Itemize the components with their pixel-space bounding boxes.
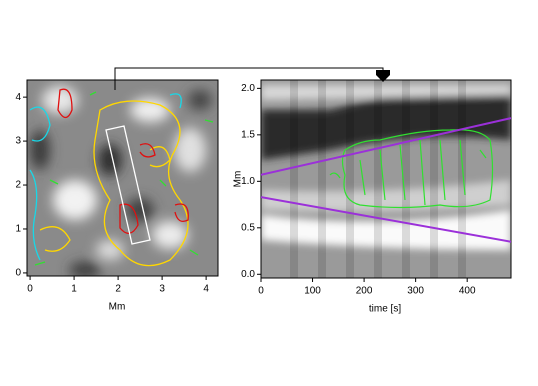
x-tick-label: 200 — [356, 286, 373, 297]
y-axis-label: Mm — [233, 171, 244, 188]
right-frame — [260, 79, 512, 279]
y-tick-label: 0.5 — [241, 222, 255, 233]
y-tick-label: 1 — [15, 224, 21, 235]
x-tick-label: 400 — [459, 286, 476, 297]
x-tick-label: 0 — [27, 284, 33, 295]
left-frame — [26, 79, 219, 277]
x-tick-label: 2 — [115, 284, 121, 295]
left-image — [27, 80, 218, 276]
y-tick-label: 2 — [15, 180, 21, 191]
y-tick-label: 1.5 — [241, 129, 255, 140]
y-tick-label: 0.0 — [241, 269, 255, 280]
right-image — [261, 80, 511, 278]
x-axis-label: Mm — [109, 302, 126, 313]
x-axis-label: time [s] — [369, 304, 401, 315]
x-tick-label: 4 — [203, 284, 209, 295]
y-tick-label: 1.0 — [241, 176, 255, 187]
arrow — [376, 70, 390, 82]
y-tick-label: 0 — [15, 268, 21, 279]
x-tick-label: 100 — [304, 286, 321, 297]
y-tick-label: 3 — [15, 136, 21, 147]
x-tick-label: 0 — [258, 286, 264, 297]
y-tick-label: 2.0 — [241, 83, 255, 94]
x-tick-label: 1 — [71, 284, 77, 295]
fit-line — [261, 196, 511, 243]
y-tick-label: 4 — [15, 92, 21, 103]
fit-line — [261, 117, 511, 176]
x-tick-label: 3 — [159, 284, 165, 295]
x-tick-label: 300 — [407, 286, 424, 297]
